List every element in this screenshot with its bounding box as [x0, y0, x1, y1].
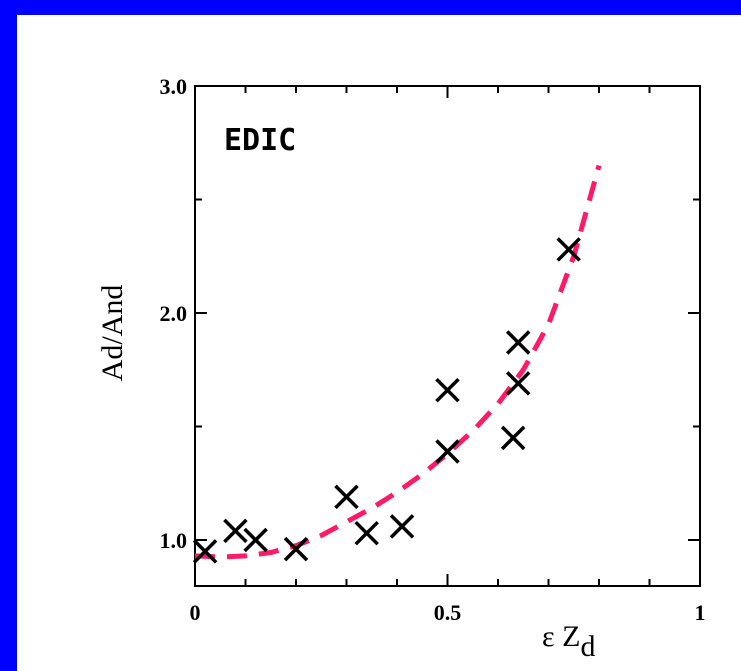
- marker-stroke: [243, 527, 268, 553]
- y-tick-label: 2.0: [160, 301, 188, 326]
- data-point-x-marker: [505, 330, 531, 355]
- marker-stroke: [556, 237, 581, 262]
- x-axis-title: ε Zd: [542, 620, 595, 663]
- data-point-x-marker: [354, 520, 379, 546]
- x-tick-label: 1: [695, 600, 706, 625]
- marker-stroke: [500, 425, 526, 451]
- data-point-x-marker: [500, 425, 526, 451]
- marker-stroke: [354, 520, 379, 546]
- data-point-x-marker: [283, 536, 309, 562]
- marker-stroke: [435, 377, 460, 403]
- data-point-x-marker: [435, 377, 460, 403]
- data-point-x-marker: [556, 237, 581, 262]
- marker-stroke: [435, 439, 460, 464]
- white-plot-panel: [17, 15, 741, 671]
- x-axis-title-main: ε Z: [542, 620, 580, 653]
- x-tick-label: 0.5: [434, 600, 462, 625]
- marker-stroke: [505, 330, 531, 355]
- data-points: [192, 237, 581, 564]
- data-point-x-marker: [192, 539, 218, 564]
- x-tick-label: 0: [190, 600, 201, 625]
- y-tick-label: 3.0: [160, 74, 188, 99]
- fit-curve: [194, 164, 602, 560]
- marker-stroke: [192, 539, 218, 564]
- data-point-x-marker: [389, 514, 415, 539]
- ticks: [195, 86, 700, 586]
- data-point-x-marker: [334, 484, 359, 510]
- marker-stroke: [283, 536, 309, 562]
- marker-stroke: [223, 518, 248, 544]
- plot-frame: [194, 85, 701, 587]
- tick-labels: 0 0.5 1 1.0 2.0 3.0: [160, 74, 706, 625]
- panel-label: EDIC: [224, 123, 296, 158]
- y-axis-title: Ad/And: [96, 285, 129, 382]
- y-tick-label: 1.0: [160, 528, 188, 553]
- marker-stroke: [334, 484, 359, 510]
- data-point-x-marker: [435, 439, 460, 464]
- data-point-x-marker: [223, 518, 248, 544]
- marker-stroke: [505, 371, 531, 396]
- marker-stroke: [389, 514, 415, 539]
- data-point-x-marker: [505, 371, 531, 396]
- data-point-x-marker: [243, 527, 268, 553]
- x-axis-title-subscript: d: [580, 630, 595, 663]
